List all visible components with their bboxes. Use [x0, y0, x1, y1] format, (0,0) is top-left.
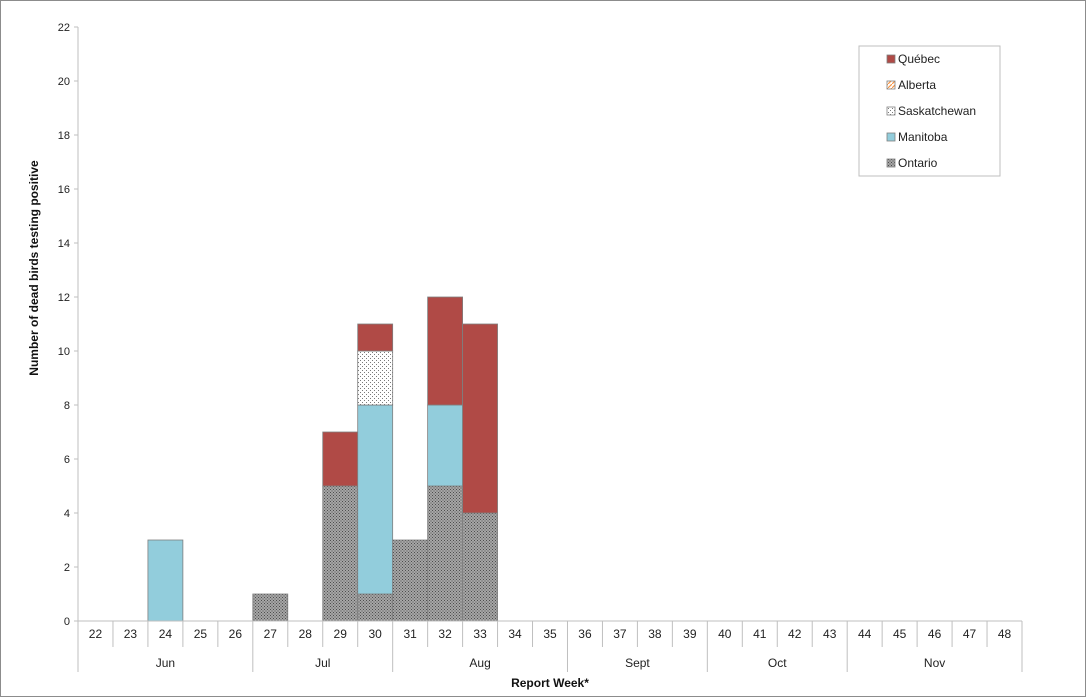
y-tick-label: 12 — [58, 292, 70, 304]
x-tick-label: 47 — [963, 627, 977, 641]
legend-swatch-manitoba — [886, 132, 896, 142]
x-tick-label: 41 — [753, 627, 767, 641]
legend-label: Saskatchewan — [898, 104, 976, 118]
x-month-label: Oct — [768, 656, 787, 670]
x-tick-label: 31 — [403, 627, 417, 641]
legend-swatch-qubec — [886, 54, 896, 64]
y-tick-label: 10 — [58, 346, 70, 358]
x-tick-label: 32 — [438, 627, 452, 641]
y-tick-label: 14 — [58, 238, 70, 250]
x-tick-label: 27 — [264, 627, 278, 641]
x-tick-label: 34 — [508, 627, 522, 641]
x-month-label: Nov — [924, 656, 945, 670]
y-tick-label: 8 — [64, 400, 70, 412]
y-axis: 0 2 4 6 8 10 12 14 16 18 20 22 — [58, 22, 79, 628]
x-tick-label: 42 — [788, 627, 802, 641]
x-tick-label: 33 — [473, 627, 487, 641]
legend-swatch-saskatchewan — [886, 106, 896, 116]
legend-label: Ontario — [898, 156, 938, 170]
bar-ontario-week-33 — [462, 512, 498, 622]
bar-qubec-week-33 — [462, 323, 498, 514]
x-tick-label: 43 — [823, 627, 837, 641]
y-tick-label: 18 — [58, 130, 70, 142]
x-tick-label: 37 — [613, 627, 627, 641]
bar-manitoba-week-30 — [357, 404, 394, 595]
legend-label: Québec — [898, 52, 940, 66]
x-tick-label: 40 — [718, 627, 732, 641]
y-tick-label: 22 — [58, 22, 70, 34]
legend-swatch-alberta — [886, 80, 896, 90]
bar-qubec-week-32 — [427, 296, 463, 406]
y-tick-label: 6 — [64, 454, 70, 466]
x-tick-label: 24 — [159, 627, 173, 641]
x-month-label: Jun — [156, 656, 175, 670]
x-tick-label: 28 — [299, 627, 313, 641]
x-tick-label: 22 — [89, 627, 103, 641]
x-tick-label: 29 — [334, 627, 348, 641]
x-tick-label: 39 — [683, 627, 697, 641]
legend: Québec Alberta Saskatchewan Manitoba Ontario — [858, 45, 1001, 177]
y-tick-label: 4 — [64, 508, 70, 520]
x-month-label: Sept — [625, 656, 650, 670]
y-tick-label: 0 — [64, 616, 70, 628]
x-tick-label: 45 — [893, 627, 907, 641]
y-tick-label: 2 — [64, 562, 70, 574]
legend-box — [858, 45, 1001, 177]
y-tick-label: 16 — [58, 184, 70, 196]
y-tick-label: 20 — [58, 76, 70, 88]
bar-ontario-week-29 — [322, 485, 359, 622]
bar-qubec-week-30 — [357, 323, 394, 352]
x-axis-title: Report Week* — [511, 676, 589, 690]
x-axis: 22 23 24 25 26 27 28 29 30 31 32 33 34 35 36 37 38 39 40 41… — [77, 620, 1023, 672]
x-tick-label: 48 — [998, 627, 1012, 641]
bar-manitoba-week-24 — [147, 539, 184, 622]
x-tick-label: 46 — [928, 627, 942, 641]
legend-label: Alberta — [898, 78, 936, 92]
bars — [147, 296, 498, 622]
legend-label: Manitoba — [898, 130, 948, 144]
x-tick-label: 36 — [578, 627, 592, 641]
x-tick-label: 25 — [194, 627, 208, 641]
x-tick-label: 30 — [369, 627, 383, 641]
legend-swatch-ontario — [886, 158, 896, 168]
bar-ontario-week-32 — [427, 485, 463, 622]
y-axis-title: Number of dead birds testing positive — [27, 160, 41, 376]
x-month-label: Jul — [315, 656, 330, 670]
bar-ontario-week-30 — [357, 593, 394, 622]
bar-qubec-week-29 — [322, 431, 359, 487]
x-tick-label: 26 — [229, 627, 243, 641]
bar-saskatchewan-week-30 — [357, 350, 394, 406]
x-tick-label: 38 — [648, 627, 662, 641]
x-tick-label: 44 — [858, 627, 872, 641]
bar-ontario-week-31 — [392, 539, 429, 622]
x-tick-label: 23 — [124, 627, 138, 641]
x-month-label: Aug — [469, 656, 490, 670]
bar-manitoba-week-32 — [427, 404, 463, 487]
x-tick-label: 35 — [543, 627, 557, 641]
bar-ontario-week-27 — [252, 593, 289, 622]
